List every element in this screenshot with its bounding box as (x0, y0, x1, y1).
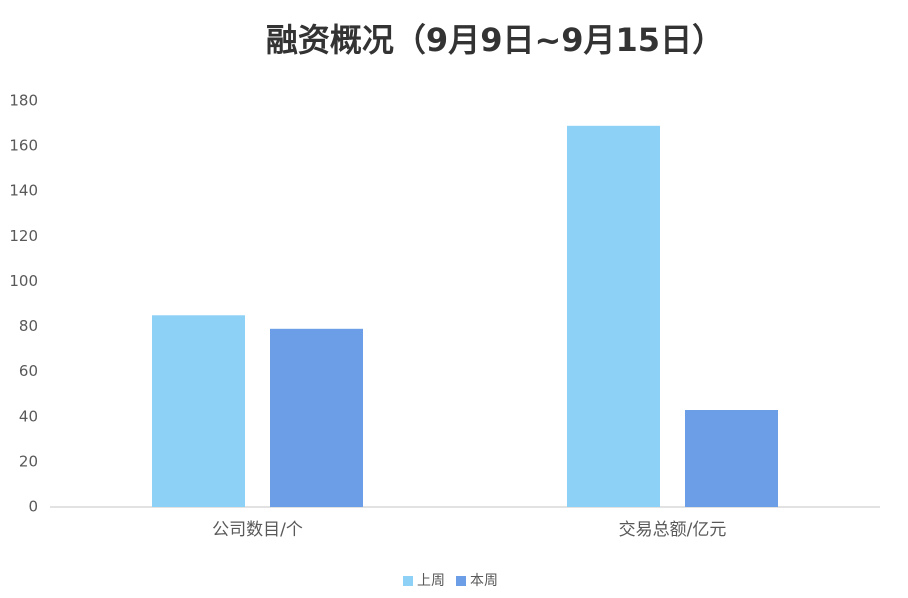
bar (685, 410, 778, 507)
y-tick-label: 0 (28, 498, 38, 516)
y-tick-label: 80 (19, 317, 38, 335)
x-tick-label: 公司数目/个 (212, 520, 303, 540)
legend-swatch (403, 576, 413, 586)
y-tick-label: 120 (9, 227, 38, 245)
legend-label: 上周 (417, 573, 445, 589)
bar (152, 315, 245, 507)
chart-title: 融资概况（9月9日~9月15日） (266, 21, 724, 59)
y-tick-label: 160 (9, 137, 38, 155)
legend-label: 本周 (470, 573, 498, 589)
bar (567, 125, 660, 508)
y-tick-label: 140 (9, 182, 38, 200)
y-tick-label: 180 (9, 92, 38, 110)
x-tick-label: 交易总额/亿元 (619, 520, 727, 540)
y-tick-label: 100 (9, 272, 38, 290)
legend-swatch (456, 576, 466, 586)
bar (270, 328, 363, 507)
y-tick-label: 20 (19, 452, 38, 470)
y-tick-label: 40 (19, 407, 38, 425)
y-tick-label: 60 (19, 362, 38, 380)
